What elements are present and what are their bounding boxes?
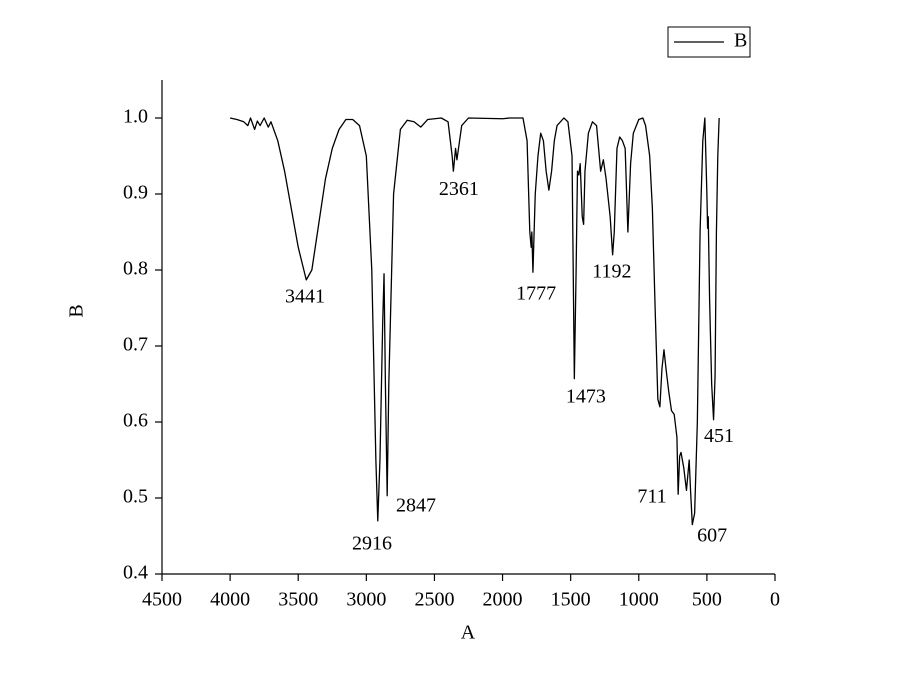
peak-label: 607: [697, 524, 727, 546]
peak-label: 1473: [566, 385, 606, 407]
peak-label: 1192: [592, 261, 631, 283]
x-tick-label: 3500: [278, 589, 318, 611]
x-axis-label: A: [461, 622, 476, 644]
y-tick-label: 0.5: [123, 486, 148, 508]
peak-label: 2847: [396, 495, 436, 517]
legend-label: B: [734, 30, 747, 52]
y-tick-label: 0.6: [123, 410, 148, 432]
x-tick-label: 2500: [414, 589, 454, 611]
x-tick-label: 2000: [483, 589, 523, 611]
y-tick-label: 0.8: [123, 258, 148, 280]
peak-label: 3441: [285, 286, 325, 308]
y-axis-label: B: [66, 304, 88, 317]
x-tick-label: 500: [692, 589, 722, 611]
x-tick-label: 0: [770, 589, 780, 611]
x-tick-label: 1500: [551, 589, 591, 611]
y-tick-label: 0.9: [123, 182, 148, 204]
x-tick-label: 1000: [619, 589, 659, 611]
peak-label: 2916: [352, 533, 392, 555]
x-tick-label: 4000: [210, 589, 250, 611]
peak-label: 1777: [516, 283, 556, 305]
x-tick-label: 4500: [142, 589, 182, 611]
y-tick-label: 0.7: [123, 334, 148, 356]
x-tick-label: 3000: [346, 589, 386, 611]
spectrum-line: [229, 117, 720, 526]
peak-label: 451: [704, 425, 734, 447]
peak-label: 711: [637, 486, 666, 508]
y-tick-label: 1.0: [123, 106, 148, 128]
peak-label: 2361: [439, 178, 479, 200]
y-tick-label: 0.4: [123, 562, 148, 584]
